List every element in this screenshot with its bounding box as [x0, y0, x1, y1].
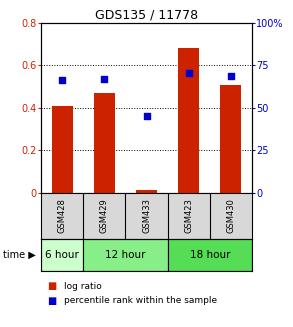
Text: ■: ■ — [47, 296, 56, 306]
Title: GDS135 / 11778: GDS135 / 11778 — [95, 9, 198, 22]
Point — [102, 77, 107, 82]
Text: time ▶: time ▶ — [3, 250, 36, 260]
Bar — [41, 239, 83, 271]
Text: 12 hour: 12 hour — [105, 250, 146, 260]
Text: GSM433: GSM433 — [142, 198, 151, 233]
Text: 18 hour: 18 hour — [190, 250, 230, 260]
Text: GSM429: GSM429 — [100, 198, 109, 233]
Bar — [136, 190, 157, 193]
Bar — [94, 93, 115, 193]
Text: GSM423: GSM423 — [184, 198, 193, 233]
Bar — [52, 106, 73, 193]
Point — [186, 70, 191, 76]
Text: percentile rank within the sample: percentile rank within the sample — [64, 296, 218, 305]
Text: ■: ■ — [47, 281, 56, 291]
Bar — [178, 48, 199, 193]
Point — [229, 74, 233, 79]
Text: GSM428: GSM428 — [58, 198, 67, 233]
Text: log ratio: log ratio — [64, 282, 102, 291]
Text: GSM430: GSM430 — [226, 198, 235, 233]
Text: 6 hour: 6 hour — [45, 250, 79, 260]
Point — [144, 113, 149, 118]
Bar — [168, 239, 252, 271]
Bar — [220, 84, 241, 193]
Point — [60, 77, 64, 82]
Bar — [83, 239, 168, 271]
